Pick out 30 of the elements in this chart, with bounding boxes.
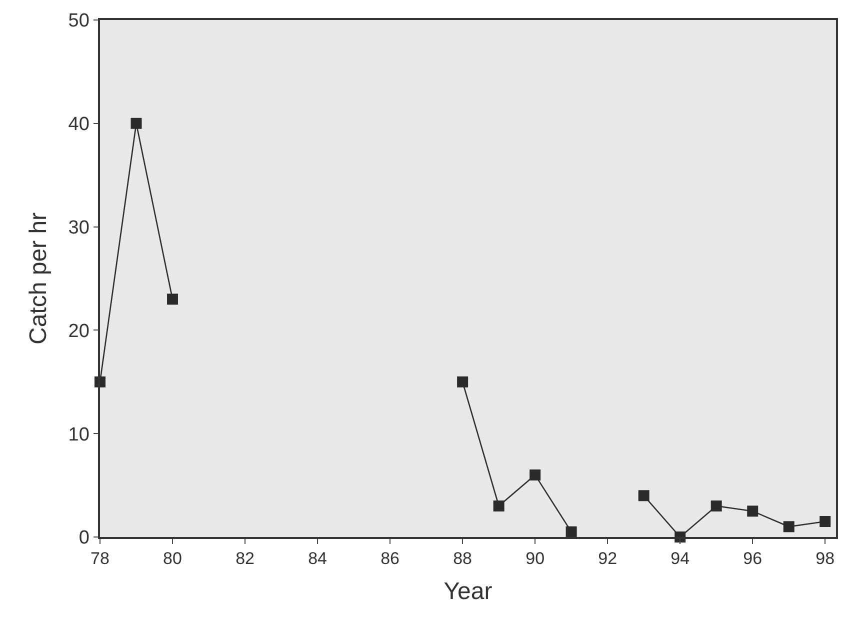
x-tick-label: 80 (163, 549, 182, 568)
point (530, 469, 541, 480)
point (638, 490, 650, 502)
x-tick-label: 86 (380, 549, 400, 568)
x-tick-label: 92 (598, 549, 618, 568)
point (820, 516, 831, 527)
point (710, 500, 722, 512)
y-tick-label: 50 (68, 10, 90, 32)
x-tick-label: 94 (670, 549, 690, 568)
x-tick-label: 88 (453, 549, 472, 568)
x-axis-title: Year (444, 578, 492, 605)
point (457, 376, 468, 388)
point (566, 526, 577, 538)
y-tick-label: 0 (78, 528, 90, 549)
point (167, 294, 178, 305)
y-tick-label: 30 (68, 217, 90, 238)
y-axis-title: Catch per hr (24, 212, 52, 345)
point (747, 506, 758, 517)
point (130, 118, 142, 129)
point (783, 521, 794, 532)
x-tick-label: 98 (816, 549, 835, 568)
y-tick-label: 40 (68, 114, 90, 136)
x-tick-label: 96 (743, 549, 762, 568)
point (493, 500, 504, 512)
x-tick-label: 82 (236, 549, 254, 568)
y-tick-label: 10 (68, 424, 90, 446)
x-tick-label: 84 (308, 549, 327, 568)
x-tick-label: 90 (526, 549, 545, 568)
x-tick-label: 78 (90, 549, 110, 568)
y-tick-label: 20 (68, 320, 90, 342)
